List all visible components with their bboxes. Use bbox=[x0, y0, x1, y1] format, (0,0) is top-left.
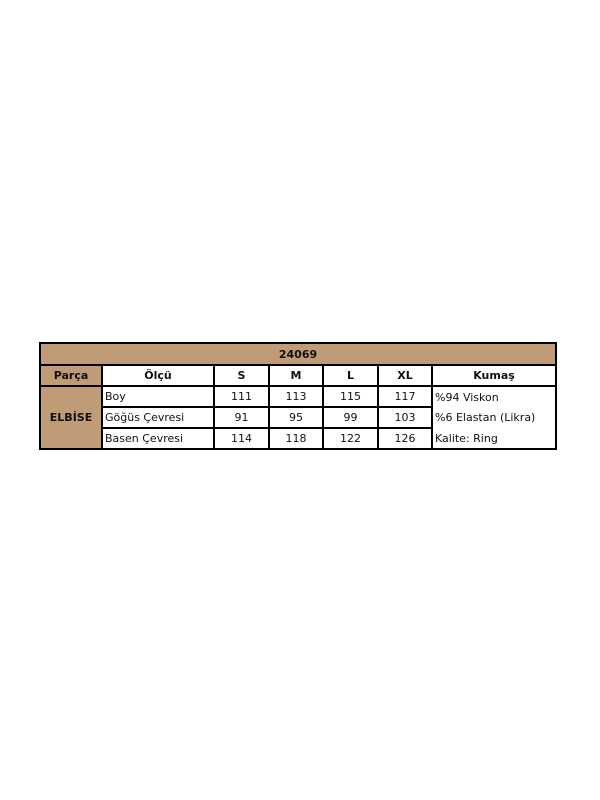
header-part: Parça bbox=[39, 364, 103, 387]
header-xl: XL bbox=[377, 364, 433, 387]
size-m: 95 bbox=[268, 406, 324, 429]
fabric-info: %6 Elastan (Likra) bbox=[431, 407, 557, 428]
fabric-info: %94 Viskon bbox=[431, 385, 557, 407]
size-chart-table: 24069 Parça Ölçü S M L XL Kumaş ELBİSE B… bbox=[39, 342, 557, 450]
header-l: L bbox=[322, 364, 379, 387]
size-l: 115 bbox=[322, 385, 379, 408]
size-l: 99 bbox=[322, 406, 379, 429]
part-name: ELBİSE bbox=[39, 385, 103, 450]
header-fabric: Kumaş bbox=[431, 364, 557, 387]
size-m: 118 bbox=[268, 427, 324, 450]
measure-name: Boy bbox=[101, 385, 215, 408]
size-s: 114 bbox=[213, 427, 270, 450]
size-s: 111 bbox=[213, 385, 270, 408]
header-measure: Ölçü bbox=[101, 364, 215, 387]
table-row: Göğüs Çevresi 91 95 99 103 %6 Elastan (L… bbox=[40, 406, 557, 429]
fabric-info: Kalite: Ring bbox=[431, 428, 557, 450]
size-xl: 103 bbox=[377, 406, 433, 429]
size-l: 122 bbox=[322, 427, 379, 450]
product-code: 24069 bbox=[39, 342, 557, 366]
measure-name: Göğüs Çevresi bbox=[101, 406, 215, 429]
size-m: 113 bbox=[268, 385, 324, 408]
measure-name: Basen Çevresi bbox=[101, 427, 215, 450]
header-m: M bbox=[268, 364, 324, 387]
size-xl: 117 bbox=[377, 385, 433, 408]
table-row: ELBİSE Boy 111 113 115 117 %94 Viskon bbox=[39, 385, 557, 450]
size-s: 91 bbox=[213, 406, 270, 429]
size-xl: 126 bbox=[377, 427, 433, 450]
header-s: S bbox=[213, 364, 270, 387]
table-row: Basen Çevresi 114 118 122 126 Kalite: Ri… bbox=[40, 427, 557, 450]
